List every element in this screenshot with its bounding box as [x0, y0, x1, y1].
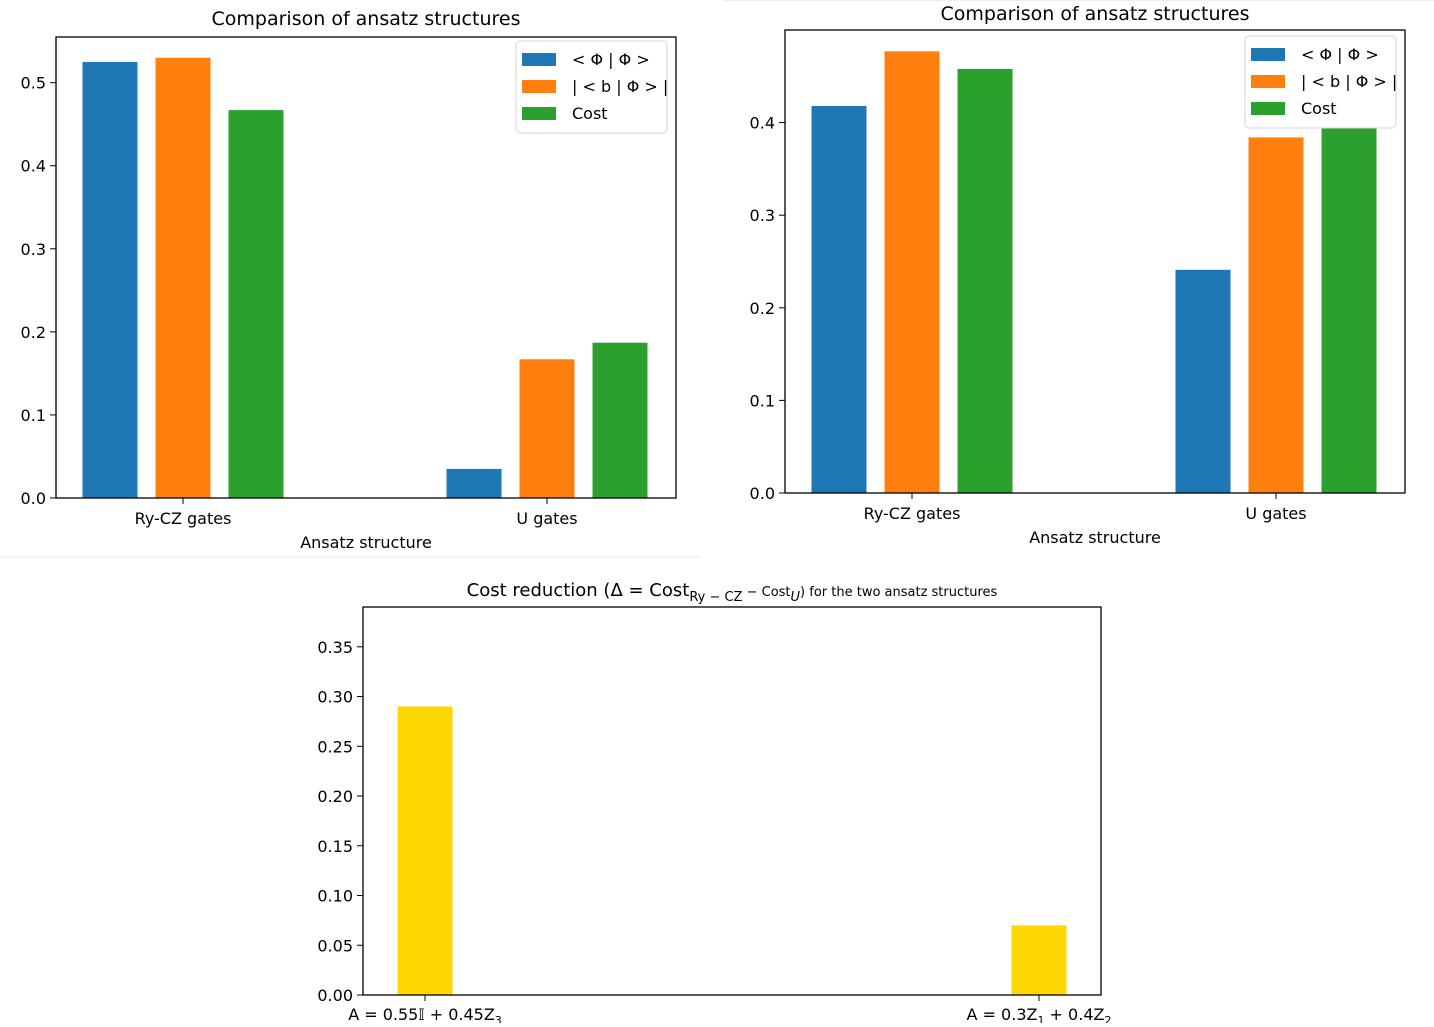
- y-tick-label: 0.1: [750, 391, 775, 410]
- y-tick-label: 0.3: [750, 206, 775, 225]
- x-tick-label: A = 0.55𝕀 + 0.45Z3: [348, 1005, 502, 1023]
- title-subscript: Ry − CZ: [689, 590, 742, 605]
- bar-b-0: [884, 51, 940, 493]
- chart-left-svg: Comparison of ansatz structures Ry-CZ gat…: [21, 8, 677, 552]
- legend-label-2: Cost: [1301, 99, 1337, 118]
- x-tick-label: U gates: [516, 509, 577, 528]
- bar--1: [446, 468, 502, 498]
- bar--1: [1175, 269, 1231, 493]
- y-tick-label: 0.1: [21, 406, 46, 425]
- chart-title: Comparison of ansatz structures: [941, 3, 1250, 25]
- bar-cost-0: [957, 68, 1013, 493]
- y-tick-label: 0.20: [317, 787, 353, 806]
- x-tick-label: A = 0.3Z1 + 0.4Z2: [967, 1005, 1112, 1023]
- x-tick-label: Ry-CZ gates: [864, 504, 961, 523]
- y-tick-label: 0.30: [317, 688, 353, 707]
- bar-b-1: [519, 359, 575, 498]
- y-tick-label: 0.5: [21, 74, 46, 93]
- legend-label-1: | < b | Φ > |: [1301, 72, 1397, 91]
- y-tick-label: 0.10: [317, 887, 353, 906]
- panel-separator: [0, 556, 700, 558]
- bar-cost-1: [592, 342, 648, 498]
- x-axis-label: Ansatz structure: [1029, 528, 1161, 547]
- x-tick-label-text: A = 0.55𝕀 + 0.45Z: [348, 1005, 495, 1023]
- chart-bottom-svg: Cost reduction (Δ = CostRy − CZ − CostU)…: [317, 580, 1112, 1027]
- x-axis-label: Ansatz structure: [300, 533, 432, 552]
- chart-title: Comparison of ansatz structures: [212, 8, 521, 30]
- chart-right-svg: Comparison of ansatz structures Ry-CZ gat…: [750, 3, 1406, 547]
- chart-title: Cost reduction (Δ = CostRy − CZ − CostU)…: [467, 580, 998, 605]
- legend-label-0: < Φ | Φ >: [1301, 45, 1379, 64]
- y-tick-label: 0.05: [317, 936, 353, 955]
- bar--0: [82, 61, 138, 499]
- y-tick-label: 0.25: [317, 737, 353, 756]
- y-tick-label: 0.2: [750, 299, 775, 318]
- legend-swatch-0: [1251, 48, 1285, 61]
- chart-panel-bottom: Cost reduction (Δ = CostRy − CZ − CostU)…: [0, 560, 1434, 1027]
- x-tick-label-subscript: 1: [1037, 1014, 1044, 1023]
- y-tick-label: 0.00: [317, 986, 353, 1005]
- legend-label-0: < Φ | Φ >: [572, 50, 650, 69]
- legend: < Φ | Φ > | < b | Φ > | Cost: [1244, 35, 1397, 129]
- legend: < Φ | Φ > | < b | Φ > | Cost: [515, 40, 668, 134]
- legend-swatch-1: [1251, 75, 1285, 88]
- x-tick-label-subscript: 2: [1104, 1014, 1111, 1023]
- x-tick-label-text: + 0.4Z: [1044, 1005, 1104, 1023]
- legend-label-2: Cost: [572, 104, 608, 123]
- legend-swatch-2: [522, 107, 556, 120]
- chart-panel-right: Comparison of ansatz structures Ry-CZ gat…: [724, 0, 1434, 557]
- y-tick-label: 0.35: [317, 638, 353, 657]
- axes-frame: [362, 606, 1102, 996]
- bar-cost-1: [1321, 128, 1377, 493]
- title-subscript: U: [791, 590, 801, 605]
- x-tick-label-text: A = 0.3Z: [967, 1005, 1038, 1023]
- y-tick-label: 0.4: [21, 157, 46, 176]
- axes-frame: [784, 29, 1406, 494]
- axes-frame: [55, 36, 677, 499]
- y-tick-label: 0.0: [750, 484, 775, 503]
- y-tick-label: 0.2: [21, 323, 46, 342]
- y-tick-label: 0.4: [750, 114, 775, 133]
- title-text: ) for the two ansatz structures: [800, 585, 997, 600]
- x-tick-label: Ry-CZ gates: [135, 509, 232, 528]
- legend-swatch-0: [522, 53, 556, 66]
- y-tick-label: 0.0: [21, 489, 46, 508]
- legend-label-1: | < b | Φ > |: [572, 77, 668, 96]
- bar-b-1: [1248, 137, 1304, 493]
- title-text: Cost reduction (Δ = Cost: [467, 580, 690, 601]
- bar--0: [811, 105, 867, 493]
- bar-b-0: [155, 57, 211, 498]
- bar-delta-0: [397, 706, 453, 995]
- bar-delta-1: [1011, 925, 1067, 995]
- chart-panel-left: Comparison of ansatz structures Ry-CZ gat…: [0, 0, 700, 556]
- legend-swatch-1: [522, 80, 556, 93]
- x-tick-label: U gates: [1245, 504, 1306, 523]
- bar-cost-0: [228, 110, 284, 499]
- y-tick-label: 0.15: [317, 837, 353, 856]
- title-text: − Cost: [742, 585, 790, 600]
- legend-swatch-2: [1251, 102, 1285, 115]
- y-tick-label: 0.3: [21, 240, 46, 259]
- x-tick-label-subscript: 3: [495, 1014, 502, 1023]
